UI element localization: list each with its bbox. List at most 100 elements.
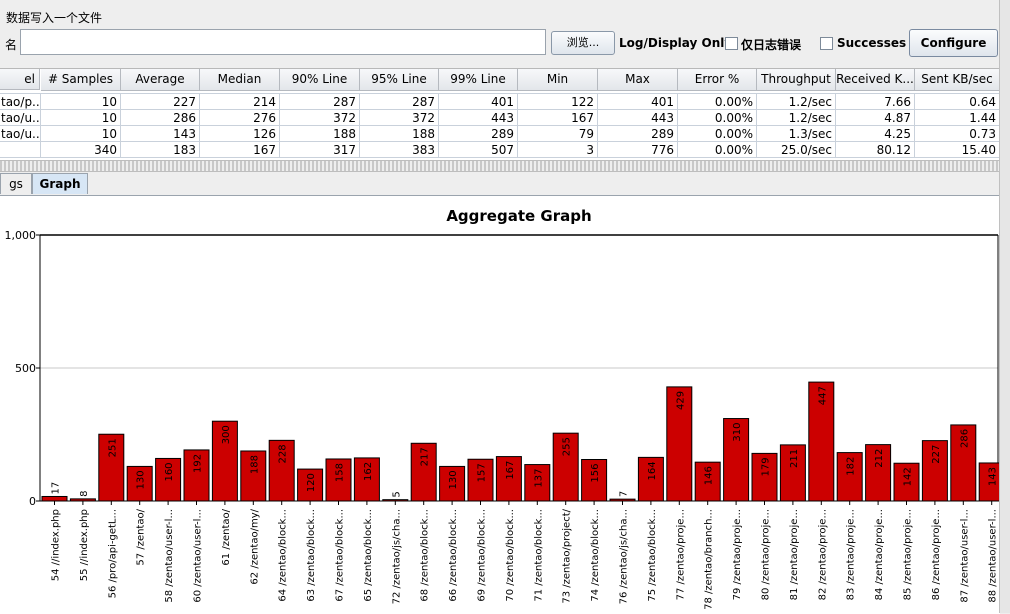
bar: [865, 444, 892, 502]
table-cell[interactable]: 10: [41, 110, 121, 126]
browse-button-label: 浏览...: [566, 36, 600, 49]
column-header[interactable]: Error %: [678, 69, 757, 91]
table-cell[interactable]: 0.00%: [678, 126, 757, 142]
tab-graph[interactable]: Graph: [32, 173, 88, 194]
table-cell[interactable]: 122: [518, 94, 598, 110]
x-tick-label: 79 /zentao/proje...: [732, 509, 743, 600]
table-cell[interactable]: 126: [200, 126, 280, 142]
column-header[interactable]: Min: [518, 69, 598, 91]
bar-value-label: 188: [249, 455, 260, 474]
table-cell[interactable]: 10: [41, 94, 121, 110]
table-cell[interactable]: 214: [200, 94, 280, 110]
vertical-scrollbar[interactable]: [999, 0, 1010, 613]
table-cell[interactable]: tao/p...: [0, 94, 41, 110]
table-total-cell[interactable]: 167: [200, 142, 280, 158]
browse-button[interactable]: 浏览...: [551, 31, 615, 55]
bar-value-label: 162: [363, 462, 374, 481]
table-cell[interactable]: 287: [360, 94, 439, 110]
table-total-cell[interactable]: 80.12: [836, 142, 915, 158]
table-cell[interactable]: 289: [598, 126, 678, 142]
split-pane-divider[interactable]: [0, 160, 1000, 172]
column-header[interactable]: Throughput: [757, 69, 836, 91]
table-cell[interactable]: tao/u...: [0, 110, 41, 126]
table-cell[interactable]: 0.00%: [678, 110, 757, 126]
table-cell[interactable]: 443: [439, 110, 518, 126]
tab-settings[interactable]: gs: [0, 173, 32, 194]
table-cell[interactable]: 1.2/sec: [757, 110, 836, 126]
x-tick-label: 70 /zentao/block...: [505, 509, 516, 602]
table-cell[interactable]: 4.87: [836, 110, 915, 126]
column-header[interactable]: 99% Line: [439, 69, 518, 91]
bar-value-label: 146: [704, 466, 715, 485]
table-total-cell[interactable]: 317: [280, 142, 360, 158]
table-cell[interactable]: 401: [598, 94, 678, 110]
bar-value-label: 142: [903, 467, 914, 486]
table-total-cell[interactable]: 183: [121, 142, 200, 158]
column-header[interactable]: Sent KB/sec: [915, 69, 1000, 91]
table-total-cell[interactable]: 0.00%: [678, 142, 757, 158]
successes-checkbox[interactable]: [820, 37, 833, 50]
bar-value-label: 447: [817, 386, 828, 405]
table-cell[interactable]: 143: [121, 126, 200, 142]
column-header[interactable]: Median: [200, 69, 280, 91]
configure-button[interactable]: Configure: [909, 29, 998, 57]
table-cell[interactable]: 276: [200, 110, 280, 126]
table-total-cell[interactable]: 383: [360, 142, 439, 158]
table-total-cell[interactable]: 3: [518, 142, 598, 158]
column-header[interactable]: # Samples: [41, 69, 121, 91]
table-total-cell[interactable]: [0, 142, 41, 158]
bar-value-label: 228: [278, 444, 289, 463]
column-header[interactable]: Received K...: [836, 69, 915, 91]
bar: [609, 498, 636, 502]
table-cell[interactable]: 10: [41, 126, 121, 142]
aggregate-report-table[interactable]: el # Samples Average Median 90% Line 95% Line…: [0, 68, 1000, 160]
x-tick-label: 54 //index.php: [51, 509, 62, 581]
table-cell[interactable]: 227: [121, 94, 200, 110]
table-total-cell[interactable]: 507: [439, 142, 518, 158]
bar: [382, 499, 409, 502]
table-total-cell[interactable]: 776: [598, 142, 678, 158]
table-cell[interactable]: 289: [439, 126, 518, 142]
table-cell[interactable]: 4.25: [836, 126, 915, 142]
bar-value-label: 5: [391, 491, 402, 497]
x-tick-label: 66 /zentao/block...: [448, 509, 459, 602]
table-cell[interactable]: 1.3/sec: [757, 126, 836, 142]
x-tick-label: 84 /zentao/proje...: [874, 509, 885, 600]
table-cell[interactable]: 286: [121, 110, 200, 126]
table-cell[interactable]: 401: [439, 94, 518, 110]
table-cell[interactable]: 0.73: [915, 126, 1000, 142]
column-header[interactable]: el: [0, 69, 40, 90]
bar-value-label: 164: [647, 461, 658, 480]
table-total-cell[interactable]: 25.0/sec: [757, 142, 836, 158]
table-cell[interactable]: 287: [280, 94, 360, 110]
bar-value-label: 157: [477, 463, 488, 482]
table-cell[interactable]: 188: [280, 126, 360, 142]
table-cell[interactable]: 443: [598, 110, 678, 126]
graph-panel: Aggregate Graph 0 500 1,000 17 54 //index.php…: [0, 195, 1000, 614]
column-header[interactable]: 90% Line: [280, 69, 360, 91]
table-cell[interactable]: 0.00%: [678, 94, 757, 110]
x-tick-label: 64 /zentao/block...: [278, 509, 289, 602]
bar-value-label: 160: [164, 462, 175, 481]
table-cell[interactable]: 372: [280, 110, 360, 126]
column-header[interactable]: Max: [598, 69, 678, 91]
bar-value-label: 286: [959, 429, 970, 448]
table-cell[interactable]: 188: [360, 126, 439, 142]
bar: [69, 498, 96, 502]
table-cell[interactable]: tao/u...: [0, 126, 41, 142]
table-cell[interactable]: 1.2/sec: [757, 94, 836, 110]
table-total-cell[interactable]: 15.40: [915, 142, 1000, 158]
errors-only-checkbox[interactable]: [725, 37, 738, 50]
table-cell[interactable]: 0.64: [915, 94, 1000, 110]
table-cell[interactable]: 1.44: [915, 110, 1000, 126]
table-cell[interactable]: 167: [518, 110, 598, 126]
table-cell[interactable]: 79: [518, 126, 598, 142]
column-header[interactable]: 95% Line: [360, 69, 439, 91]
table-cell[interactable]: 372: [360, 110, 439, 126]
aggregate-graph-chart: Aggregate Graph 0 500 1,000 17 54 //index.php…: [5, 207, 1000, 610]
filename-label: 名: [5, 38, 18, 52]
table-cell[interactable]: 7.66: [836, 94, 915, 110]
filename-input[interactable]: [20, 29, 546, 55]
table-total-cell[interactable]: 340: [41, 142, 121, 158]
column-header[interactable]: Average: [121, 69, 200, 91]
